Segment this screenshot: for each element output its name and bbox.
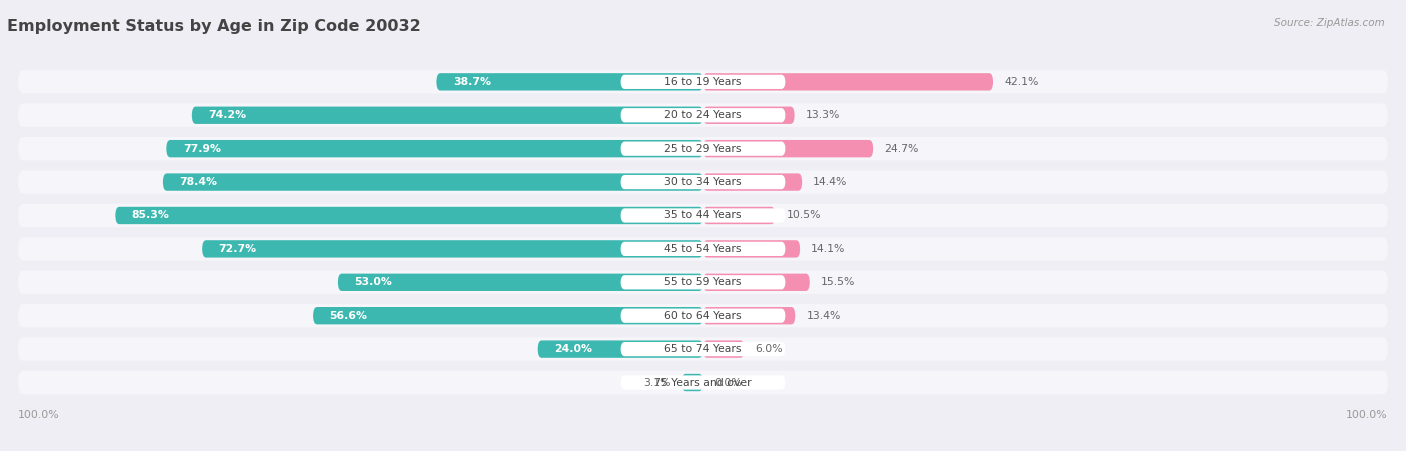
Text: 38.7%: 38.7% — [453, 77, 491, 87]
FancyBboxPatch shape — [18, 70, 1388, 93]
Text: 77.9%: 77.9% — [183, 144, 221, 154]
FancyBboxPatch shape — [18, 304, 1388, 327]
FancyBboxPatch shape — [18, 104, 1388, 127]
Text: 45 to 54 Years: 45 to 54 Years — [664, 244, 742, 254]
FancyBboxPatch shape — [337, 274, 703, 291]
FancyBboxPatch shape — [620, 275, 786, 290]
FancyBboxPatch shape — [703, 73, 993, 91]
Text: 14.1%: 14.1% — [811, 244, 845, 254]
FancyBboxPatch shape — [115, 207, 703, 224]
FancyBboxPatch shape — [682, 374, 703, 391]
Text: 65 to 74 Years: 65 to 74 Years — [664, 344, 742, 354]
FancyBboxPatch shape — [166, 140, 703, 157]
Text: 100.0%: 100.0% — [1346, 410, 1388, 420]
Text: 25 to 29 Years: 25 to 29 Years — [664, 144, 742, 154]
Text: 75 Years and over: 75 Years and over — [654, 377, 752, 387]
FancyBboxPatch shape — [620, 175, 786, 189]
Text: 3.1%: 3.1% — [643, 377, 671, 387]
Text: 10.5%: 10.5% — [786, 211, 821, 221]
FancyBboxPatch shape — [314, 307, 703, 324]
Text: 24.7%: 24.7% — [884, 144, 918, 154]
Text: 15.5%: 15.5% — [821, 277, 855, 287]
Text: 42.1%: 42.1% — [1004, 77, 1039, 87]
Text: 13.4%: 13.4% — [807, 311, 841, 321]
FancyBboxPatch shape — [620, 75, 786, 89]
FancyBboxPatch shape — [18, 237, 1388, 261]
Text: 100.0%: 100.0% — [18, 410, 60, 420]
Text: 0.0%: 0.0% — [714, 377, 742, 387]
FancyBboxPatch shape — [620, 142, 786, 156]
Text: 53.0%: 53.0% — [354, 277, 392, 287]
FancyBboxPatch shape — [703, 106, 794, 124]
FancyBboxPatch shape — [620, 108, 786, 122]
FancyBboxPatch shape — [620, 375, 786, 390]
Text: 78.4%: 78.4% — [180, 177, 218, 187]
Text: Employment Status by Age in Zip Code 20032: Employment Status by Age in Zip Code 200… — [7, 19, 420, 34]
Text: 74.2%: 74.2% — [208, 110, 246, 120]
Text: 24.0%: 24.0% — [554, 344, 592, 354]
FancyBboxPatch shape — [703, 274, 810, 291]
Text: 85.3%: 85.3% — [132, 211, 170, 221]
FancyBboxPatch shape — [18, 271, 1388, 294]
Text: 35 to 44 Years: 35 to 44 Years — [664, 211, 742, 221]
FancyBboxPatch shape — [18, 137, 1388, 161]
Text: 6.0%: 6.0% — [755, 344, 783, 354]
FancyBboxPatch shape — [703, 341, 744, 358]
Text: 14.4%: 14.4% — [813, 177, 848, 187]
FancyBboxPatch shape — [537, 341, 703, 358]
FancyBboxPatch shape — [703, 173, 803, 191]
FancyBboxPatch shape — [191, 106, 703, 124]
FancyBboxPatch shape — [703, 240, 800, 258]
FancyBboxPatch shape — [620, 342, 786, 356]
FancyBboxPatch shape — [18, 337, 1388, 361]
FancyBboxPatch shape — [163, 173, 703, 191]
Text: Source: ZipAtlas.com: Source: ZipAtlas.com — [1274, 18, 1385, 28]
FancyBboxPatch shape — [620, 242, 786, 256]
FancyBboxPatch shape — [18, 371, 1388, 394]
FancyBboxPatch shape — [18, 204, 1388, 227]
FancyBboxPatch shape — [703, 207, 775, 224]
Text: 56.6%: 56.6% — [329, 311, 367, 321]
FancyBboxPatch shape — [703, 307, 796, 324]
Text: 72.7%: 72.7% — [219, 244, 257, 254]
Text: 13.3%: 13.3% — [806, 110, 839, 120]
FancyBboxPatch shape — [436, 73, 703, 91]
FancyBboxPatch shape — [18, 170, 1388, 194]
Text: 55 to 59 Years: 55 to 59 Years — [664, 277, 742, 287]
FancyBboxPatch shape — [703, 140, 873, 157]
Text: 16 to 19 Years: 16 to 19 Years — [664, 77, 742, 87]
Text: 60 to 64 Years: 60 to 64 Years — [664, 311, 742, 321]
Text: 30 to 34 Years: 30 to 34 Years — [664, 177, 742, 187]
Text: 20 to 24 Years: 20 to 24 Years — [664, 110, 742, 120]
FancyBboxPatch shape — [620, 308, 786, 323]
FancyBboxPatch shape — [202, 240, 703, 258]
FancyBboxPatch shape — [620, 208, 786, 223]
